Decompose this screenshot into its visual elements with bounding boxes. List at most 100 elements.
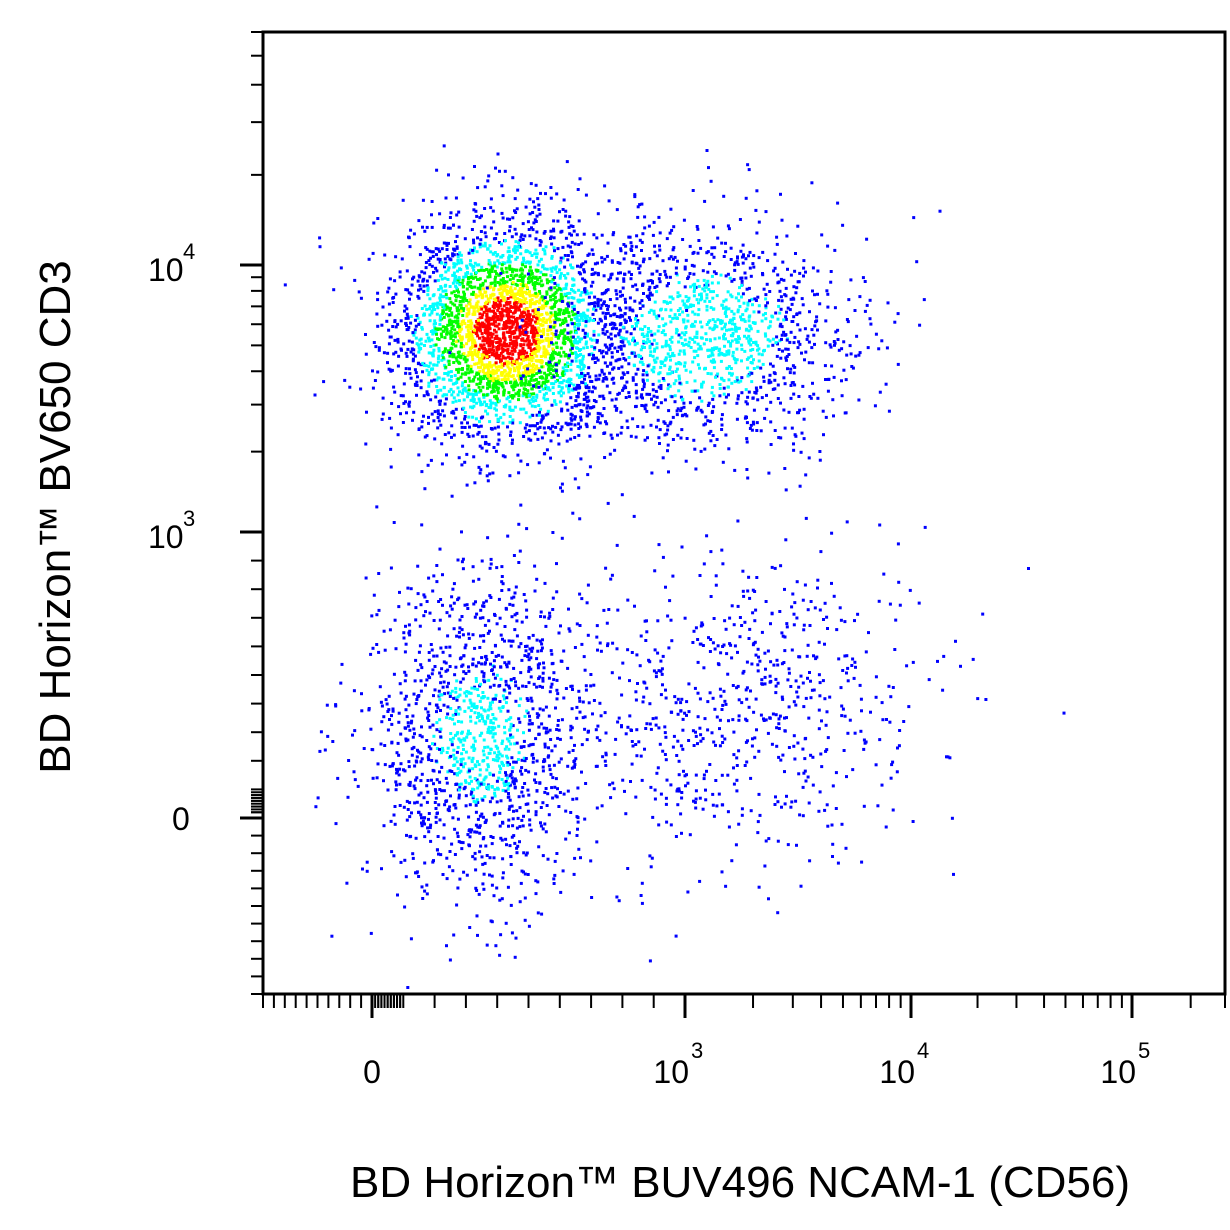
event-dot [727, 307, 731, 311]
event-dot [573, 404, 577, 408]
event-dot [445, 393, 449, 397]
event-dot [657, 277, 661, 281]
event-dot [492, 306, 496, 310]
event-dot [444, 645, 448, 649]
event-dot [411, 277, 414, 281]
event-dot [691, 360, 695, 364]
event-dot [592, 353, 595, 357]
event-dot [497, 438, 501, 442]
event-dot [467, 435, 471, 438]
event-dot [684, 342, 688, 346]
event-dot [523, 274, 527, 278]
event-dot [756, 348, 759, 352]
event-dot [535, 334, 539, 338]
event-dot [584, 193, 588, 197]
event-dot [602, 397, 606, 401]
event-dot [566, 423, 570, 427]
event-dot [522, 315, 526, 319]
event-dot [525, 423, 529, 427]
event-dot [405, 354, 409, 358]
event-dot [468, 425, 471, 429]
event-dot [896, 362, 900, 366]
event-dot [722, 392, 726, 396]
event-dot [526, 355, 529, 358]
event-dot [494, 413, 498, 417]
event-dot [467, 767, 471, 771]
event-dot [802, 437, 806, 441]
event-dot [695, 298, 699, 302]
event-dot [558, 261, 562, 265]
event-dot [728, 321, 731, 325]
event-dot [423, 229, 427, 233]
event-dot [776, 273, 780, 277]
event-dot [525, 338, 529, 342]
event-dot [424, 246, 428, 250]
event-dot [671, 351, 675, 355]
event-dot [689, 285, 693, 289]
event-dot [831, 398, 835, 402]
event-dot [733, 328, 737, 332]
event-dot [533, 307, 537, 311]
event-dot [675, 413, 679, 417]
event-dot [671, 415, 675, 419]
event-dot [616, 349, 619, 353]
event-dot [620, 425, 624, 429]
event-dot [667, 470, 670, 474]
event-dot [452, 253, 456, 257]
event-dot [427, 336, 431, 340]
event-dot [553, 785, 557, 789]
event-dot [763, 416, 767, 420]
event-dot [470, 333, 473, 337]
event-dot [648, 392, 652, 396]
event-dot [749, 343, 753, 347]
event-dot [426, 716, 430, 720]
event-dot [519, 881, 523, 885]
event-dot [548, 372, 552, 375]
event-dot [607, 278, 611, 282]
event-dot [375, 505, 379, 509]
event-dot [582, 397, 586, 401]
event-dot [558, 311, 562, 314]
event-dot [533, 326, 537, 330]
event-dot [762, 287, 766, 291]
event-dot [438, 302, 442, 306]
event-dot [792, 315, 796, 319]
event-dot [435, 747, 439, 750]
event-dot [478, 616, 482, 620]
event-dot [645, 373, 649, 377]
event-dot [449, 794, 452, 798]
event-dot [488, 385, 492, 389]
event-dot [437, 399, 441, 403]
event-dot [340, 662, 344, 666]
event-dot [393, 279, 397, 283]
event-dot [507, 250, 511, 253]
event-dot [528, 323, 532, 327]
event-dot [450, 352, 454, 356]
event-dot [772, 269, 776, 273]
event-dot [615, 277, 619, 281]
event-dot [697, 347, 701, 351]
event-dot [670, 228, 674, 232]
event-dot [419, 287, 423, 291]
event-dot [629, 434, 633, 438]
event-dot [439, 286, 443, 290]
event-dot [440, 335, 444, 339]
event-dot [478, 242, 482, 246]
event-dot [613, 404, 617, 408]
event-dot [774, 311, 778, 315]
event-dot [538, 212, 542, 216]
event-dot [566, 244, 570, 248]
event-dot [455, 381, 459, 384]
event-dot [467, 351, 471, 354]
event-dot [585, 332, 589, 336]
event-dot [441, 325, 445, 329]
event-dot [649, 308, 653, 312]
event-dot [540, 313, 544, 316]
event-dot [708, 326, 712, 330]
event-dot [477, 361, 481, 365]
event-dot [454, 416, 458, 420]
event-dot [538, 662, 542, 666]
event-dot [570, 342, 574, 346]
event-dot [519, 343, 523, 347]
event-dot [427, 415, 430, 419]
